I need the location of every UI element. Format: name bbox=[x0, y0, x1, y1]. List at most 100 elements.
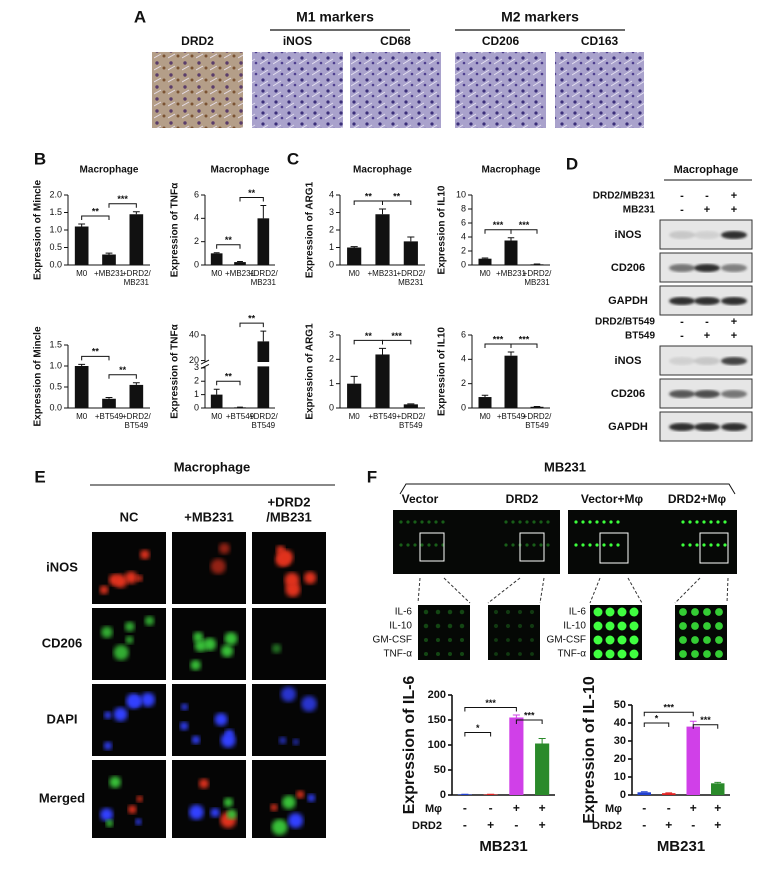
y-tick-label: 1.0 bbox=[49, 360, 62, 370]
cell-signal bbox=[224, 632, 238, 646]
y-tick-label: 1.5 bbox=[49, 339, 62, 349]
x-tick-label: +DRD2/MB231 bbox=[249, 269, 278, 287]
significance-bracket bbox=[643, 711, 694, 717]
array-spot bbox=[539, 543, 543, 547]
cell-signal bbox=[282, 795, 296, 810]
zoom-spot bbox=[629, 621, 639, 631]
cell-signal bbox=[126, 693, 142, 709]
condition-sign: + bbox=[731, 190, 737, 202]
error-bar bbox=[640, 791, 648, 793]
column-label: +DRD2 bbox=[268, 494, 311, 509]
condition-label: DRD2/BT549 bbox=[595, 317, 655, 328]
zoom-spot bbox=[447, 651, 453, 657]
y-tick-label: 6 bbox=[461, 329, 466, 339]
panel-letter: D bbox=[566, 154, 578, 173]
y-tick-label: 10 bbox=[456, 189, 466, 199]
array-spot bbox=[525, 520, 529, 524]
blot-band bbox=[669, 297, 695, 305]
error-bar bbox=[237, 261, 243, 263]
cell-signal bbox=[223, 797, 234, 808]
bar bbox=[403, 241, 418, 265]
blot-band bbox=[721, 297, 747, 305]
significance-bracket bbox=[510, 343, 538, 349]
y-tick-label: 40 bbox=[614, 717, 626, 729]
y-tick-label: 0.5 bbox=[49, 242, 62, 252]
y-tick-label: 4 bbox=[329, 189, 334, 199]
zoom-spot bbox=[447, 609, 453, 615]
cell-signal bbox=[104, 711, 112, 719]
zoom-spot bbox=[715, 636, 723, 644]
zoom-spot bbox=[517, 609, 523, 615]
y-tick-label: 2 bbox=[461, 378, 466, 388]
zoom-spot bbox=[593, 607, 603, 617]
row-label: Merged bbox=[39, 790, 85, 805]
y-axis-label: Expression of IL-10 bbox=[581, 676, 598, 824]
array-spot bbox=[695, 543, 699, 547]
cell-signal bbox=[220, 644, 234, 658]
x-row-sign: - bbox=[514, 818, 518, 832]
zoom-spot bbox=[703, 650, 711, 658]
x-tick-label: M0 bbox=[479, 269, 491, 278]
cytokine-label: GM-CSF bbox=[373, 635, 412, 646]
cell-signal bbox=[279, 736, 287, 745]
x-tick-label: M0 bbox=[76, 269, 88, 278]
blot-band bbox=[721, 390, 747, 398]
zoom-spot bbox=[459, 623, 465, 629]
error-bar bbox=[260, 330, 267, 342]
condition-sign: - bbox=[680, 316, 684, 328]
y-tick-label: 8 bbox=[461, 203, 466, 213]
y-tick-label: 10 bbox=[614, 771, 626, 783]
cell-signal bbox=[210, 558, 226, 574]
error-bar bbox=[481, 394, 489, 398]
x-tick-label: +BT549 bbox=[368, 412, 397, 421]
y-tick-label: 30 bbox=[614, 735, 626, 747]
significance-bracket bbox=[382, 339, 412, 345]
significance-bracket bbox=[216, 380, 241, 386]
bar bbox=[504, 355, 518, 408]
cell-signal bbox=[99, 585, 109, 595]
cell-signal bbox=[214, 713, 228, 726]
blot-band bbox=[721, 264, 747, 272]
significance-label: *** bbox=[493, 220, 504, 230]
array-spot bbox=[504, 543, 508, 547]
error-bar bbox=[481, 257, 489, 259]
zoom-spot bbox=[423, 637, 429, 643]
cell-signal bbox=[127, 805, 137, 814]
panel-letter: C bbox=[287, 149, 299, 168]
x-row-sign: + bbox=[714, 818, 721, 832]
bar bbox=[530, 406, 544, 408]
blot-band bbox=[694, 264, 720, 272]
column-label: +MB231 bbox=[184, 509, 234, 524]
y-tick-label: 1 bbox=[194, 389, 199, 399]
cytokine-label: GM-CSF bbox=[547, 635, 586, 646]
error-bar bbox=[105, 252, 113, 255]
y-axis-label: Expression of ARG1 bbox=[305, 181, 316, 278]
zoom-spot bbox=[703, 622, 711, 630]
array-spot bbox=[723, 520, 727, 524]
array-spot bbox=[539, 520, 543, 524]
zoom-spot bbox=[691, 622, 699, 630]
zoom-spot bbox=[617, 621, 627, 631]
zoom-spot bbox=[617, 607, 627, 617]
array-spot bbox=[574, 520, 578, 524]
bar bbox=[662, 793, 676, 795]
x-tick-label: +MB231 bbox=[496, 269, 527, 278]
x-tick-label: +DRD2/BT549 bbox=[523, 412, 552, 430]
array-spot bbox=[434, 520, 438, 524]
panel-letter: E bbox=[34, 467, 45, 486]
array-spot bbox=[525, 543, 529, 547]
zoom-spot bbox=[679, 622, 687, 630]
cell-signal bbox=[191, 735, 201, 745]
x-row-sign: + bbox=[714, 801, 721, 815]
image-label: CD68 bbox=[380, 34, 411, 48]
bar bbox=[686, 726, 700, 795]
array-spot bbox=[441, 520, 445, 524]
y-axis-label: Expression of Mincle bbox=[33, 180, 44, 280]
zoom-spot bbox=[715, 650, 723, 658]
group-label: M2 markers bbox=[501, 9, 579, 25]
cell-signal bbox=[139, 549, 150, 560]
panel-letter: B bbox=[34, 149, 46, 168]
zoom-spot bbox=[493, 623, 499, 629]
array-spot bbox=[716, 543, 720, 547]
zoom-spot bbox=[691, 636, 699, 644]
